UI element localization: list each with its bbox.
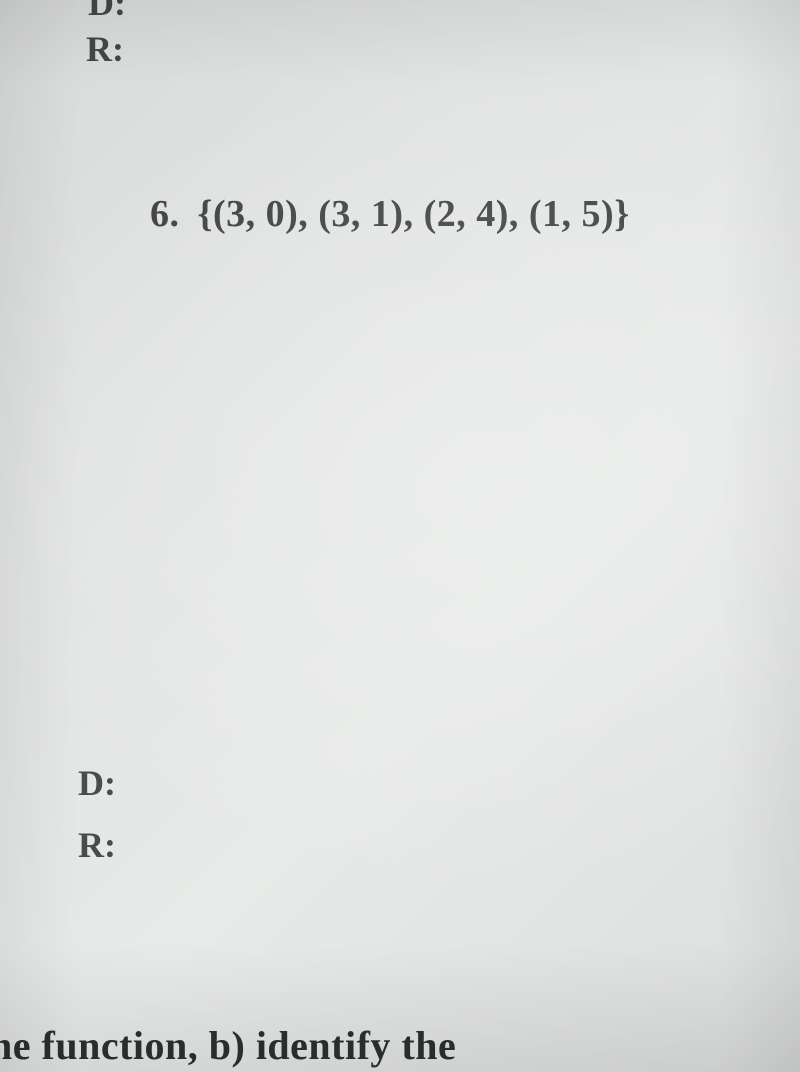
label-r-top: R: (86, 28, 124, 70)
question-6-set: {(3, 0), (3, 1), (2, 4), (1, 5)} (198, 193, 630, 235)
worksheet-page: D: R: 6. {(3, 0), (3, 1), (2, 4), (1, 5)}… (0, 0, 800, 1072)
question-6-number: 6. (150, 192, 180, 236)
footer-instruction-fragment: he function, b) identify the (0, 1022, 456, 1069)
paper-shading (0, 0, 800, 1072)
label-d-bottom: D: (78, 762, 116, 804)
question-6: 6. {(3, 0), (3, 1), (2, 4), (1, 5)} (150, 192, 630, 236)
label-r-bottom: R: (78, 824, 116, 866)
label-d-top-partial: D: (88, 0, 126, 24)
